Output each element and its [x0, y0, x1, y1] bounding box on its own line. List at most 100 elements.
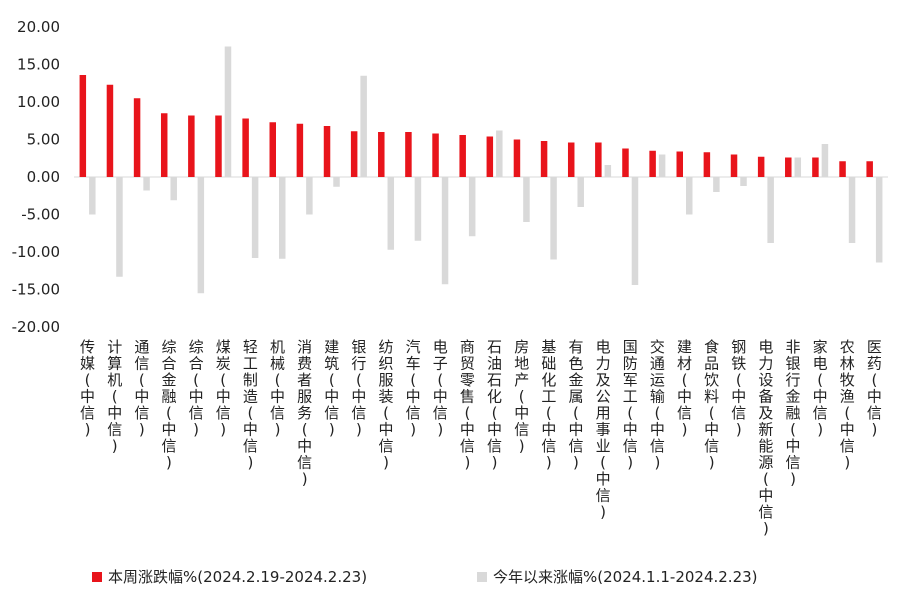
y-tick-label: -10.00 — [12, 243, 60, 261]
bar-weekly — [757, 156, 765, 177]
bar-chart: 20.00 15.00 10.00 5.00 0.00 -5.00 -10.00 -15.00… — [12, 18, 888, 538]
x-category-label: 通信(中信) — [134, 338, 149, 439]
bar-weekly — [595, 142, 602, 177]
bar-weekly — [730, 154, 738, 177]
bar-weekly — [160, 113, 168, 177]
legend: 本周涨跌幅%(2024.2.19-2024.2.23) 今年以来涨幅%(2024… — [0, 566, 918, 596]
x-category-label: 医药(中信) — [867, 338, 882, 439]
bar-ytd — [441, 177, 449, 285]
bar-weekly — [215, 115, 222, 177]
bar-weekly — [649, 150, 656, 177]
bar-weekly — [133, 98, 141, 177]
legend-label-ytd: 今年以来涨幅%(2024.1.1-2024.2.23) — [493, 568, 758, 586]
bar-ytd — [468, 177, 476, 237]
x-category-label: 汽车(中信) — [406, 338, 421, 439]
bar-ytd — [170, 177, 177, 201]
bar-ytd — [686, 177, 693, 215]
bar-ytd — [251, 177, 259, 258]
x-category-label: 国防军工(中信) — [623, 338, 638, 472]
x-category-label: 机械(中信) — [270, 338, 285, 439]
bar-weekly — [79, 75, 87, 177]
x-category-label: 电力及公用事业(中信) — [596, 338, 611, 521]
bar-weekly — [323, 126, 331, 177]
x-category-label: 煤炭(中信) — [216, 338, 231, 439]
y-tick-label: 20.00 — [17, 18, 60, 36]
bar-ytd — [306, 177, 313, 215]
y-tick-label: 15.00 — [17, 56, 60, 74]
y-tick-label: 5.00 — [27, 131, 60, 149]
y-tick-label: 0.00 — [27, 168, 60, 186]
bar-ytd — [523, 177, 530, 222]
bar-ytd — [414, 177, 422, 241]
x-category-label: 有色金属(中信) — [568, 338, 583, 472]
bar-weekly — [486, 136, 494, 177]
bar-weekly — [350, 131, 358, 177]
bar-ytd — [794, 157, 802, 177]
x-category-label: 综合金融(中信) — [161, 338, 176, 472]
legend-label-weekly: 本周涨跌幅%(2024.2.19-2024.2.23) — [108, 568, 368, 586]
x-category-label: 房地产(中信) — [514, 338, 529, 455]
bar-ytd — [197, 177, 205, 294]
x-category-label: 计算机(中信) — [107, 338, 122, 455]
bar-ytd — [387, 177, 395, 250]
bar-ytd — [631, 177, 639, 285]
bar-weekly — [242, 118, 249, 177]
y-tick-label: -15.00 — [12, 281, 60, 299]
bar-weekly — [188, 115, 195, 177]
bar-ytd — [496, 130, 503, 177]
bar-ytd — [658, 154, 666, 177]
bar-weekly — [785, 157, 792, 177]
bar-ytd — [767, 177, 774, 243]
x-category-label: 非银行金融(中信) — [786, 338, 801, 488]
bar-ytd — [577, 177, 584, 207]
bar-weekly — [812, 157, 819, 177]
legend-item-weekly: 本周涨跌幅%(2024.2.19-2024.2.23) — [92, 566, 367, 587]
x-category-label: 传媒(中信) — [80, 338, 95, 439]
bar-weekly — [676, 151, 683, 177]
x-category-label: 交通运输(中信) — [650, 338, 665, 472]
bar-ytd — [279, 177, 286, 259]
bar-weekly — [459, 135, 466, 177]
x-category-label: 石油石化(中信) — [487, 338, 502, 472]
legend-swatch-ytd — [477, 571, 487, 582]
bar-ytd — [333, 177, 340, 187]
bar-weekly — [540, 141, 548, 177]
x-category-label: 商贸零售(中信) — [460, 338, 475, 472]
x-category-label: 食品饮料(中信) — [704, 338, 719, 472]
bar-ytd — [116, 177, 123, 277]
x-category-label: 钢铁(中信) — [731, 338, 746, 439]
bar-ytd — [875, 177, 883, 263]
x-category-label: 轻工制造(中信) — [243, 338, 258, 472]
legend-swatch-weekly — [92, 571, 102, 582]
x-category-label: 消费者服务(中信) — [297, 338, 312, 488]
x-category-label: 基础化工(中信) — [541, 338, 556, 472]
x-category-label: 电力设备及新能源(中信) — [758, 338, 773, 538]
bar-weekly — [405, 132, 412, 177]
bar-ytd — [713, 177, 720, 192]
bar-weekly — [269, 122, 276, 177]
legend-item-ytd: 今年以来涨幅%(2024.1.1-2024.2.23) — [477, 566, 758, 587]
bar-weekly — [432, 133, 439, 177]
x-category-label: 建筑(中信) — [324, 338, 339, 439]
bar-ytd — [604, 165, 612, 177]
bar-weekly — [839, 161, 846, 177]
x-category-label: 农林牧渔(中信) — [840, 338, 855, 472]
bar-weekly — [703, 152, 711, 177]
x-category-label: 纺织服装(中信) — [379, 338, 394, 472]
x-axis-labels: 传媒(中信) 计算机(中信) 通信(中信) 综合金融(中信) 综合(中信) 煤炭(中信) 轻… — [80, 338, 882, 538]
bar-ytd — [848, 177, 856, 243]
y-axis: 20.00 15.00 10.00 5.00 0.00 -5.00 -10.00 -15.00… — [12, 18, 888, 336]
bar-ytd — [143, 177, 150, 191]
x-category-label: 综合(中信) — [189, 338, 204, 439]
x-category-label: 建材(中信) — [677, 338, 692, 439]
bar-weekly — [866, 161, 873, 177]
x-category-label: 家电(中信) — [813, 338, 828, 439]
bar-weekly — [106, 84, 114, 177]
bar-weekly — [296, 123, 304, 177]
x-category-label: 银行(中信) — [351, 338, 366, 439]
bar-ytd — [224, 46, 232, 177]
bar-ytd — [740, 177, 747, 186]
bar-ytd — [360, 75, 367, 177]
bar-ytd — [821, 144, 829, 177]
y-tick-label: 10.00 — [17, 93, 60, 111]
